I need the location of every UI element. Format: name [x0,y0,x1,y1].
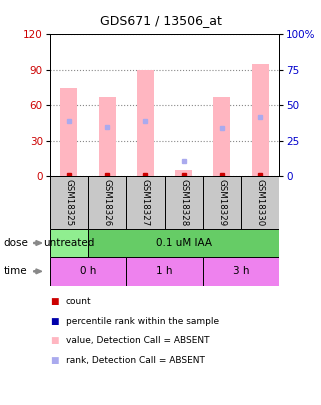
Text: 3 h: 3 h [233,266,249,276]
Bar [203,257,279,286]
Bar [137,70,154,176]
Bar [252,64,269,176]
Text: 0 h: 0 h [80,266,96,276]
Text: GSM18330: GSM18330 [256,179,265,226]
Text: dose: dose [3,238,28,248]
Bar [164,176,203,229]
Bar [126,257,203,286]
Bar [50,229,88,257]
Text: GDS671 / 13506_at: GDS671 / 13506_at [100,14,221,27]
Text: GSM18326: GSM18326 [103,179,112,226]
Text: percentile rank within the sample: percentile rank within the sample [66,317,219,326]
Bar [241,176,279,229]
Text: untreated: untreated [43,238,95,248]
Text: GSM18329: GSM18329 [217,179,226,226]
Text: GSM18327: GSM18327 [141,179,150,226]
Bar [88,176,126,229]
Bar [126,176,164,229]
Text: GSM18328: GSM18328 [179,179,188,226]
Bar [50,257,126,286]
Text: rank, Detection Call = ABSENT: rank, Detection Call = ABSENT [66,356,205,364]
Bar [203,176,241,229]
Text: ■: ■ [50,317,58,326]
Bar [213,97,230,176]
Text: GSM18325: GSM18325 [65,179,74,226]
Text: ■: ■ [50,356,58,364]
Text: ■: ■ [50,336,58,345]
Bar [60,87,77,176]
Bar [50,176,88,229]
Bar [99,97,116,176]
Text: time: time [3,266,27,276]
Text: ■: ■ [50,297,58,306]
Text: 0.1 uM IAA: 0.1 uM IAA [156,238,212,248]
Bar [175,170,192,176]
Bar [88,229,279,257]
Text: 1 h: 1 h [156,266,173,276]
Text: value, Detection Call = ABSENT: value, Detection Call = ABSENT [66,336,209,345]
Text: count: count [66,297,91,306]
